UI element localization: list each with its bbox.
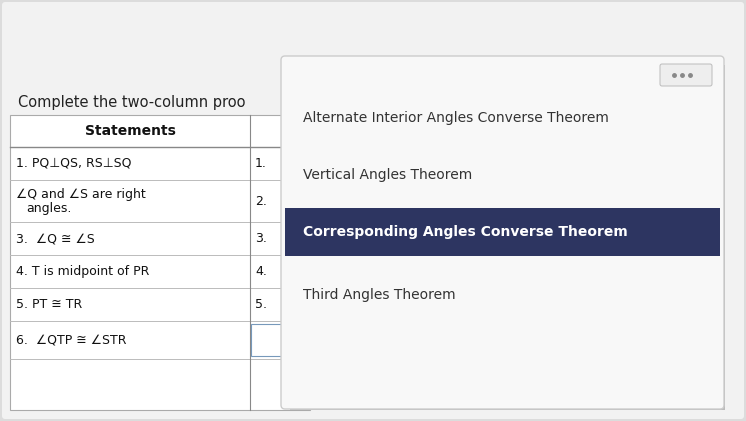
Text: ▼: ▼ bbox=[297, 335, 305, 345]
Text: 6.  ∠QTP ≅ ∠STR: 6. ∠QTP ≅ ∠STR bbox=[16, 333, 127, 346]
Bar bbox=[10, 115, 310, 410]
Text: Vertical Angles Theorem: Vertical Angles Theorem bbox=[303, 168, 472, 182]
Text: 5. PT ≅ TR: 5. PT ≅ TR bbox=[16, 298, 82, 311]
Text: 4.: 4. bbox=[255, 265, 267, 278]
Text: ∠Q and ∠S are right: ∠Q and ∠S are right bbox=[16, 188, 145, 201]
Text: 4. T is midpoint of PR: 4. T is midpoint of PR bbox=[16, 265, 149, 278]
Text: 5.: 5. bbox=[255, 298, 267, 311]
Text: Complete the two-column proo: Complete the two-column proo bbox=[18, 95, 245, 110]
Text: Statements: Statements bbox=[84, 124, 175, 138]
Text: Third Angles Theorem: Third Angles Theorem bbox=[303, 288, 456, 302]
Text: Corresponding Angles Converse Theorem: Corresponding Angles Converse Theorem bbox=[303, 225, 627, 239]
FancyBboxPatch shape bbox=[660, 64, 712, 86]
Text: 3.  ∠Q ≅ ∠S: 3. ∠Q ≅ ∠S bbox=[16, 232, 95, 245]
Bar bbox=[251, 324, 308, 356]
Text: 1. PQ⊥QS, RS⊥SQ: 1. PQ⊥QS, RS⊥SQ bbox=[16, 157, 131, 170]
Text: 3.: 3. bbox=[255, 232, 267, 245]
Text: Alternate Interior Angles Converse Theorem: Alternate Interior Angles Converse Theor… bbox=[303, 111, 609, 125]
Text: 1.: 1. bbox=[255, 157, 267, 170]
Bar bbox=[290, 65, 725, 410]
Text: 2.: 2. bbox=[255, 195, 267, 208]
FancyBboxPatch shape bbox=[281, 56, 724, 409]
Bar bbox=[285, 208, 720, 256]
Text: angles.: angles. bbox=[26, 202, 72, 215]
Text: 6.: 6. bbox=[255, 333, 267, 346]
